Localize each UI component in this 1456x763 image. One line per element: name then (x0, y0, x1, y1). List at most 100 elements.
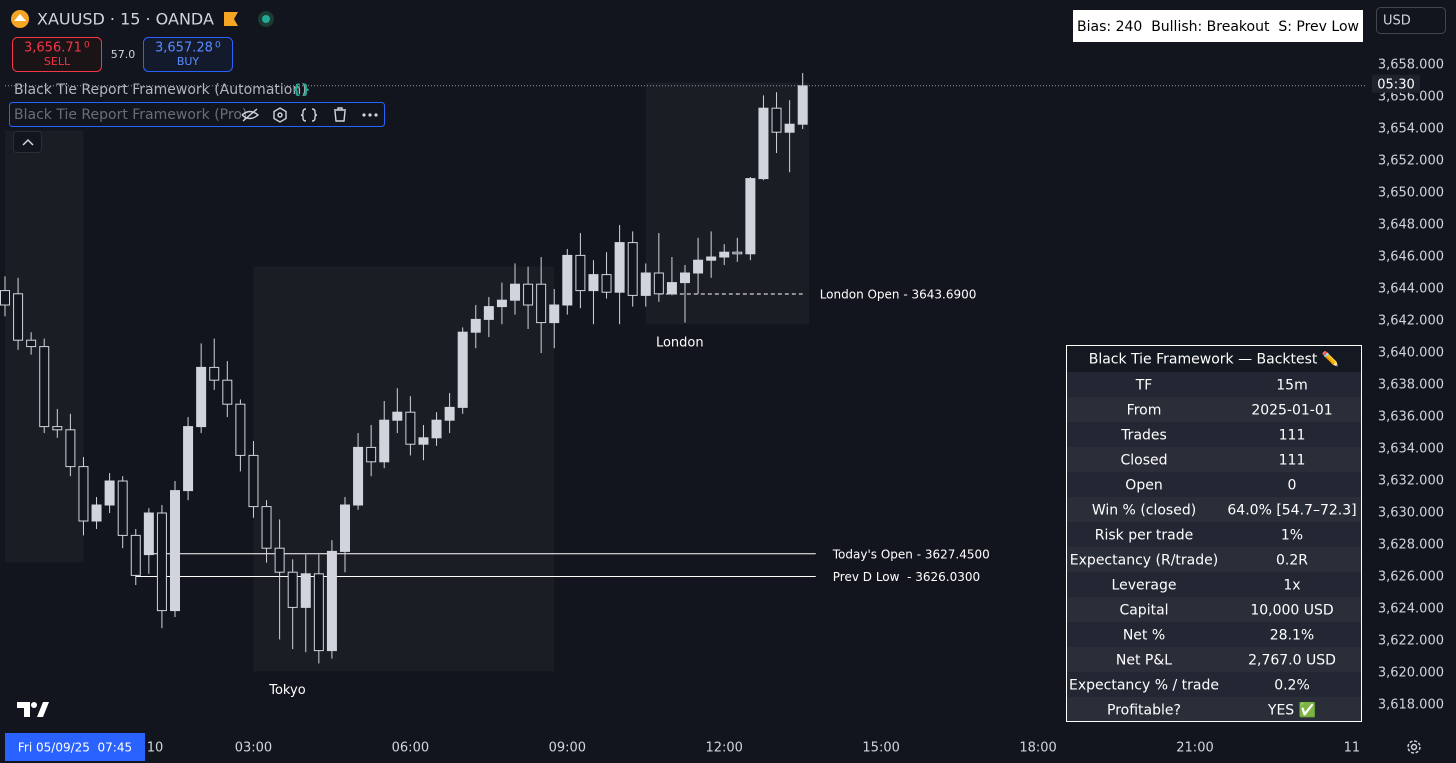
currency: USD (1383, 14, 1411, 29)
candle (379, 401, 390, 469)
indicator-title[interactable]: Black Tie Report Framework (Automation) (14, 82, 307, 98)
table-row (1066, 472, 1362, 497)
table-label: Closed (1120, 453, 1167, 469)
delete-icon[interactable] (334, 107, 346, 122)
table-label: Expectancy % / trade (1069, 678, 1219, 694)
level-label: Today's Open - 3627.4500 (832, 547, 990, 561)
settings-icon[interactable] (273, 107, 287, 123)
candle-body (588, 274, 599, 292)
candle (562, 249, 573, 315)
indicator-title[interactable]: Black Tie Report Framework (Pro) (14, 107, 247, 123)
candle (732, 237, 743, 262)
candle (797, 73, 808, 129)
candle (26, 332, 37, 355)
candle-body (797, 85, 808, 125)
candle-body (26, 339, 37, 348)
candle (483, 297, 494, 337)
candle-body (758, 107, 769, 180)
table-value: YES ✅ (1267, 702, 1316, 719)
levels: London Open - 3643.6900 Today's Open - 36… (135, 287, 990, 584)
x-tick-label: 18:00 (1019, 741, 1056, 756)
candle (719, 244, 730, 265)
candle (758, 95, 769, 181)
symbol[interactable]: XAUUSD · 15 · OANDA (37, 10, 214, 29)
y-tick-label: 3,642.000 (1378, 314, 1444, 329)
flag[interactable] (224, 12, 238, 26)
table-label: Risk per trade (1095, 528, 1194, 544)
x-tick-label: 10 (147, 741, 164, 756)
candle-body (549, 304, 560, 324)
candle-body (143, 512, 154, 556)
buy-button[interactable] (143, 37, 233, 72)
settings-gear[interactable] (1407, 740, 1421, 754)
candle (91, 497, 102, 529)
candle (65, 413, 76, 477)
candle (248, 441, 259, 518)
candle (326, 540, 337, 659)
candle-body (627, 242, 638, 296)
candle (13, 277, 24, 350)
indicator-actions (241, 107, 346, 123)
candle-body (0, 290, 10, 306)
candle (510, 263, 520, 315)
table-row (1066, 672, 1362, 697)
candle (418, 425, 429, 461)
candle-body (771, 107, 782, 133)
hide-icon[interactable] (241, 108, 260, 122)
currency-select[interactable] (1376, 7, 1446, 34)
candle-body (326, 550, 337, 652)
collapse-button[interactable] (13, 131, 42, 153)
candle-body (405, 411, 416, 445)
candle-body (91, 504, 102, 522)
table-value: 111 (1279, 428, 1306, 444)
sell-price: 3,656.71 (24, 41, 82, 56)
table-row (1066, 597, 1362, 622)
session-label: London (656, 336, 704, 351)
candle (235, 399, 246, 472)
table-row (1066, 372, 1362, 397)
session-box (253, 267, 554, 672)
y-tick-label: 3,634.000 (1378, 442, 1444, 457)
candle (313, 554, 324, 664)
table-row (1066, 647, 1362, 672)
candle-body (575, 254, 586, 292)
candle (627, 231, 638, 307)
table-label: Net % (1123, 628, 1165, 644)
candle (222, 361, 233, 417)
x-tick-label: 15:00 (862, 741, 899, 756)
table-title: Black Tie Framework — Backtest ✏️ (1089, 350, 1340, 368)
table-row (1066, 547, 1362, 572)
more-icon[interactable] (362, 113, 378, 117)
candle (457, 327, 468, 414)
candle (117, 476, 128, 549)
candle-body (693, 259, 704, 274)
source-code-icon[interactable] (300, 108, 318, 122)
table-border (1066, 345, 1362, 722)
tradingview-logo[interactable] (17, 702, 49, 717)
candle-body (496, 299, 507, 308)
y-tick-label: 3,650.000 (1378, 186, 1444, 201)
y-tick-label: 3,628.000 (1378, 538, 1444, 553)
candle (470, 305, 481, 349)
source-icon[interactable]: {} (292, 83, 311, 98)
table-row (1066, 397, 1362, 422)
bias-box (1073, 10, 1363, 42)
candle-body (601, 274, 612, 293)
candle-body (562, 254, 573, 306)
candle (536, 257, 547, 353)
candle-body (78, 466, 89, 522)
table-row (1066, 697, 1362, 722)
candle-body (183, 426, 194, 492)
indicator-row[interactable] (9, 102, 385, 127)
candle-body (52, 426, 63, 431)
table-row (1066, 622, 1362, 647)
sell-button[interactable] (12, 37, 102, 72)
table-value: 10,000 USD (1250, 603, 1333, 619)
x-tick-label: 03:00 (235, 741, 272, 756)
status-dot (262, 15, 270, 23)
y-tick-label: 3,638.000 (1378, 378, 1444, 393)
candle (104, 473, 115, 513)
y-tick-label: 3,654.000 (1378, 122, 1444, 137)
candle (0, 276, 10, 317)
